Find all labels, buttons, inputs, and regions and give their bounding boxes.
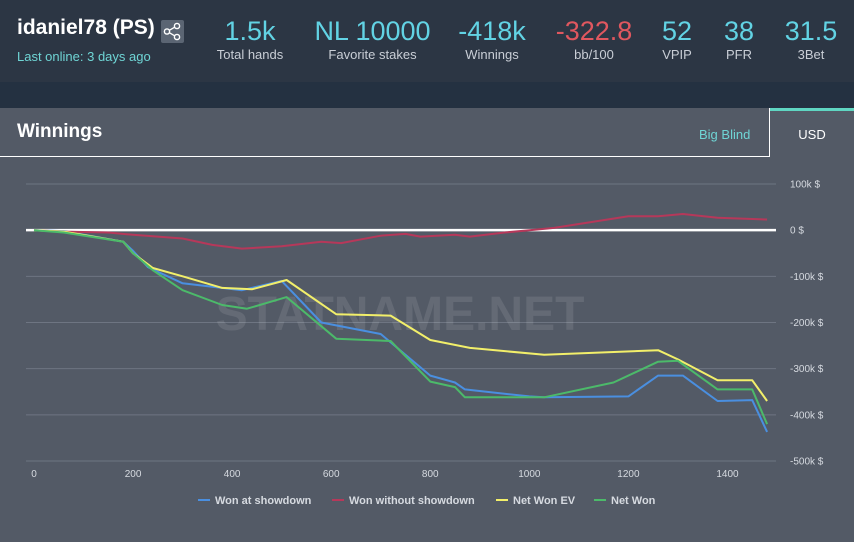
x-tick-label: 600 (323, 469, 340, 480)
y-tick-label: 100k $ (790, 180, 820, 191)
header-band (0, 82, 854, 108)
stat-bb100: -322.8 bb/100 (549, 14, 639, 62)
stat-label: VPIP (662, 47, 692, 62)
y-tick-label: -500k $ (790, 457, 824, 468)
panel-title: Winnings (17, 121, 103, 142)
stat-value: NL 10000 (314, 16, 431, 46)
legend-item[interactable]: Won at showdown (198, 495, 312, 507)
series-line-won-without-showdown (33, 213, 768, 250)
legend-label: Won without showdown (349, 495, 475, 507)
player-name: idaniel78 (PS) (17, 16, 155, 39)
stat-pfr: 38 PFR (714, 14, 764, 62)
legend-label: Net Won EV (513, 495, 576, 507)
legend-label: Won at showdown (215, 495, 312, 507)
stat-winnings: -418k Winnings (447, 14, 537, 62)
tab-usd[interactable]: USD (770, 108, 854, 158)
stat-label: bb/100 (574, 47, 614, 62)
tab-big-blind[interactable]: Big Blind (699, 127, 751, 142)
stat-3bet: 31.5 3Bet (780, 14, 842, 62)
x-tick-label: 1000 (518, 469, 541, 480)
stat-value: 52 (661, 16, 693, 46)
x-tick-label: 800 (422, 469, 439, 480)
stat-value: -322.8 (555, 16, 633, 46)
stat-value: 38 (723, 16, 755, 46)
x-tick-label: 400 (224, 469, 241, 480)
stat-label: Favorite stakes (328, 47, 417, 62)
player-header: idaniel78 (PS) Last online: 3 days ago 1… (0, 0, 854, 82)
panel-title-box (0, 108, 770, 157)
stat-label: PFR (726, 47, 752, 62)
y-tick-label: -200k $ (790, 318, 824, 329)
stat-favorite-stakes: NL 10000 Favorite stakes (305, 14, 440, 62)
stat-total-hands: 1.5k Total hands (200, 14, 300, 62)
x-tick-label: 1200 (617, 469, 640, 480)
series-lines (33, 213, 769, 433)
legend: Won at showdown Won without showdown Net W… (198, 495, 656, 507)
axis-labels: 100k $ 0 $ -100k $ -200k $ -300k $ -400k $ -50… (31, 180, 824, 481)
share-icon (163, 22, 181, 41)
panel-header (0, 108, 854, 158)
stat-value: 1.5k (224, 16, 276, 46)
legend-item[interactable]: Net Won (594, 495, 656, 507)
watermark: STATNAME.NET (216, 288, 585, 341)
series-line-net-won (33, 229, 769, 425)
y-tick-label: -400k $ (790, 410, 824, 421)
legend-item[interactable]: Won without showdown (332, 495, 475, 507)
stat-value: -418k (458, 16, 526, 46)
y-tick-label: -300k $ (790, 364, 824, 375)
winnings-chart: STATNAME.NET 100k $ 0 $ -100k $ -200k $ -300… (26, 180, 824, 507)
stat-value: 31.5 (784, 16, 838, 46)
y-tick-label: -100k $ (790, 272, 824, 283)
stat-vpip: 52 VPIP (652, 14, 702, 62)
x-tick-label: 1400 (716, 469, 739, 480)
last-online-link[interactable]: Last online: 3 days ago (17, 49, 151, 64)
share-button[interactable] (161, 20, 184, 43)
y-tick-label: 0 $ (790, 226, 804, 237)
legend-label: Net Won (611, 495, 656, 507)
legend-item[interactable]: Net Won EV (496, 495, 576, 507)
x-tick-label: 200 (125, 469, 142, 480)
stat-label: Winnings (465, 47, 519, 62)
x-tick-label: 0 (31, 469, 37, 480)
stat-label: Total hands (216, 47, 284, 62)
stat-label: 3Bet (797, 47, 825, 62)
grid (26, 183, 776, 462)
